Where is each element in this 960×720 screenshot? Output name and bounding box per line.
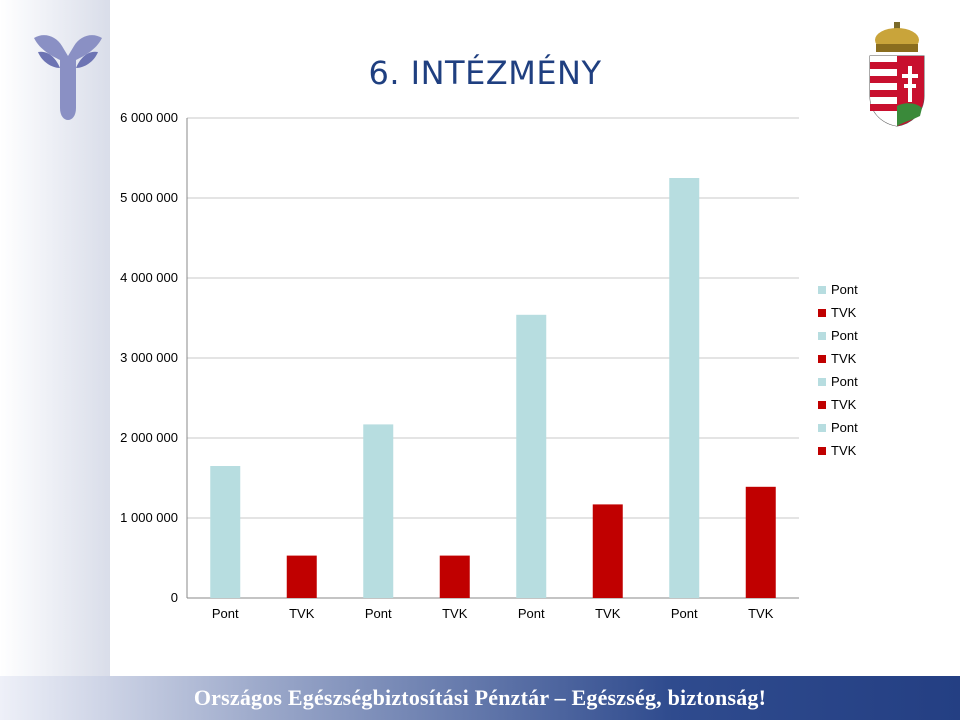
x-tick-label: TVK <box>748 606 774 621</box>
legend-label: TVK <box>831 397 857 412</box>
bar-3 <box>363 424 394 598</box>
legend-item: Pont <box>818 324 858 347</box>
legend-item: Pont <box>818 278 858 301</box>
y-tick-label: 6 000 000 <box>120 110 178 125</box>
x-tick-label: Pont <box>518 606 545 621</box>
legend-item: Pont <box>818 370 858 393</box>
x-tick-label: TVK <box>442 606 468 621</box>
x-tick-label: Pont <box>365 606 392 621</box>
legend-swatch <box>818 331 826 340</box>
legend-item: Pont <box>818 416 858 439</box>
x-tick-label: TVK <box>289 606 315 621</box>
legend-item: TVK <box>818 439 858 462</box>
hungarian-coat-of-arms-icon <box>869 22 925 127</box>
bar-1 <box>210 466 241 598</box>
x-tick-label: Pont <box>212 606 239 621</box>
bar-4 <box>439 555 470 598</box>
legend-swatch <box>818 285 826 294</box>
page-title: 6. INTÉZMÉNY <box>368 54 602 92</box>
legend-item: TVK <box>818 393 858 416</box>
bar-2 <box>286 555 317 598</box>
legend-label: TVK <box>831 351 857 366</box>
chart-bars <box>210 178 776 598</box>
y-tick-label: 1 000 000 <box>120 510 178 525</box>
y-tick-label: 4 000 000 <box>120 270 178 285</box>
bar-8 <box>745 486 776 598</box>
chart-x-tick-labels: Pont TVK Pont TVK Pont TVK Pont TVK <box>212 606 774 621</box>
bar-6 <box>592 504 623 598</box>
chart-legend: Pont TVK Pont TVK Pont TVK Pont TVK <box>818 278 858 462</box>
chart-gridlines <box>186 117 799 599</box>
y-tick-label: 3 000 000 <box>120 350 178 365</box>
legend-swatch <box>818 446 826 455</box>
footer-slogan: Országos Egészségbiztosítási Pénztár – E… <box>193 685 767 710</box>
legend-label: Pont <box>831 328 858 343</box>
bar-5 <box>516 314 547 598</box>
legend-swatch <box>818 354 826 363</box>
bar-7 <box>669 178 700 598</box>
legend-item: TVK <box>818 347 858 370</box>
legend-label: Pont <box>831 282 858 297</box>
left-decorative-band <box>0 0 110 676</box>
y-tick-label: 0 <box>171 590 178 605</box>
y-tick-label: 2 000 000 <box>120 430 178 445</box>
footer-banner: Országos Egészségbiztosítási Pénztár – E… <box>0 676 960 720</box>
bar-chart: 0 1 000 000 2 000 000 3 000 000 4 000 000 5 0… <box>120 110 799 621</box>
legend-item: TVK <box>818 301 858 324</box>
oep-logo-icon <box>34 35 102 120</box>
legend-label: TVK <box>831 443 857 458</box>
legend-label: TVK <box>831 305 857 320</box>
legend-label: Pont <box>831 420 858 435</box>
x-tick-label: TVK <box>595 606 621 621</box>
legend-label: Pont <box>831 374 858 389</box>
legend-swatch <box>818 308 826 317</box>
chart-y-tick-labels: 0 1 000 000 2 000 000 3 000 000 4 000 000 5 0… <box>120 110 178 605</box>
legend-swatch <box>818 400 826 409</box>
y-tick-label: 5 000 000 <box>120 190 178 205</box>
legend-swatch <box>818 377 826 386</box>
x-tick-label: Pont <box>671 606 698 621</box>
legend-swatch <box>818 423 826 432</box>
